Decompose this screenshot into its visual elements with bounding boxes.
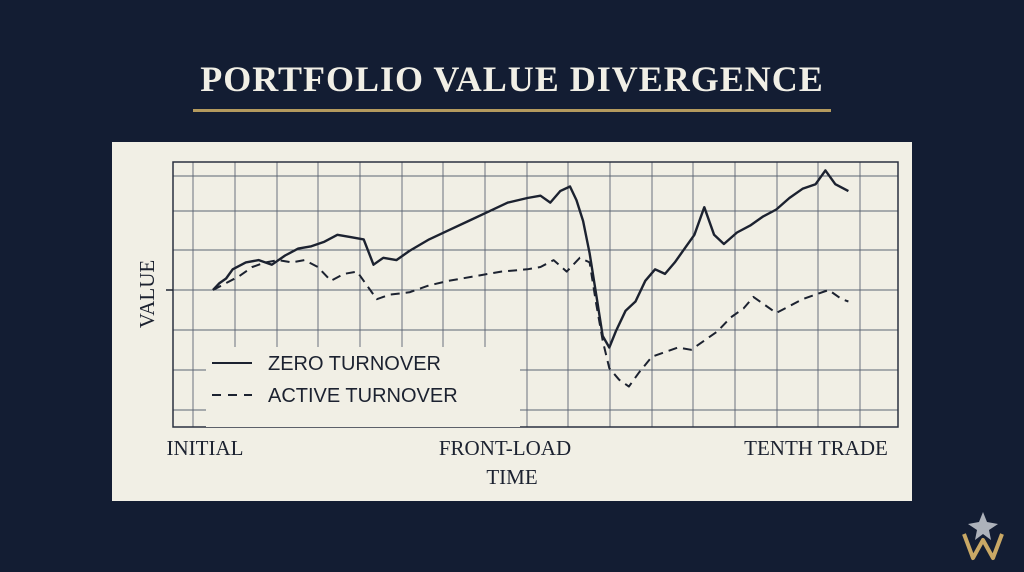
x-tick-label-initial: INITIAL — [167, 436, 244, 460]
legend-box — [206, 347, 520, 427]
w-letter-icon — [962, 533, 1004, 560]
line-chart: VALUE ZERO TURNOVER ACTIVE TURNOVER INIT… — [135, 161, 899, 489]
y-axis-label: VALUE — [135, 260, 159, 328]
series-layer — [212, 169, 849, 388]
legend-label-zero-turnover: ZERO TURNOVER — [268, 353, 441, 375]
x-tick-label-tenth-trade: TENTH TRADE — [744, 436, 888, 460]
title-underline — [193, 109, 831, 112]
x-axis-label: TIME — [486, 465, 537, 489]
series-line-active-turnover — [212, 256, 849, 388]
legend-label-active-turnover: ACTIVE TURNOVER — [268, 385, 458, 407]
series-line-zero-turnover — [212, 169, 849, 349]
chart-panel: VALUE ZERO TURNOVER ACTIVE TURNOVER INIT… — [112, 142, 912, 501]
watermark-logo — [962, 512, 1004, 560]
plot-area-border — [172, 161, 899, 428]
grid-lines — [173, 162, 898, 427]
chart-title: PORTFOLIO VALUE DIVERGENCE — [200, 59, 824, 99]
star-icon — [968, 512, 998, 540]
x-tick-label-front-load: FRONT-LOAD — [439, 436, 571, 460]
